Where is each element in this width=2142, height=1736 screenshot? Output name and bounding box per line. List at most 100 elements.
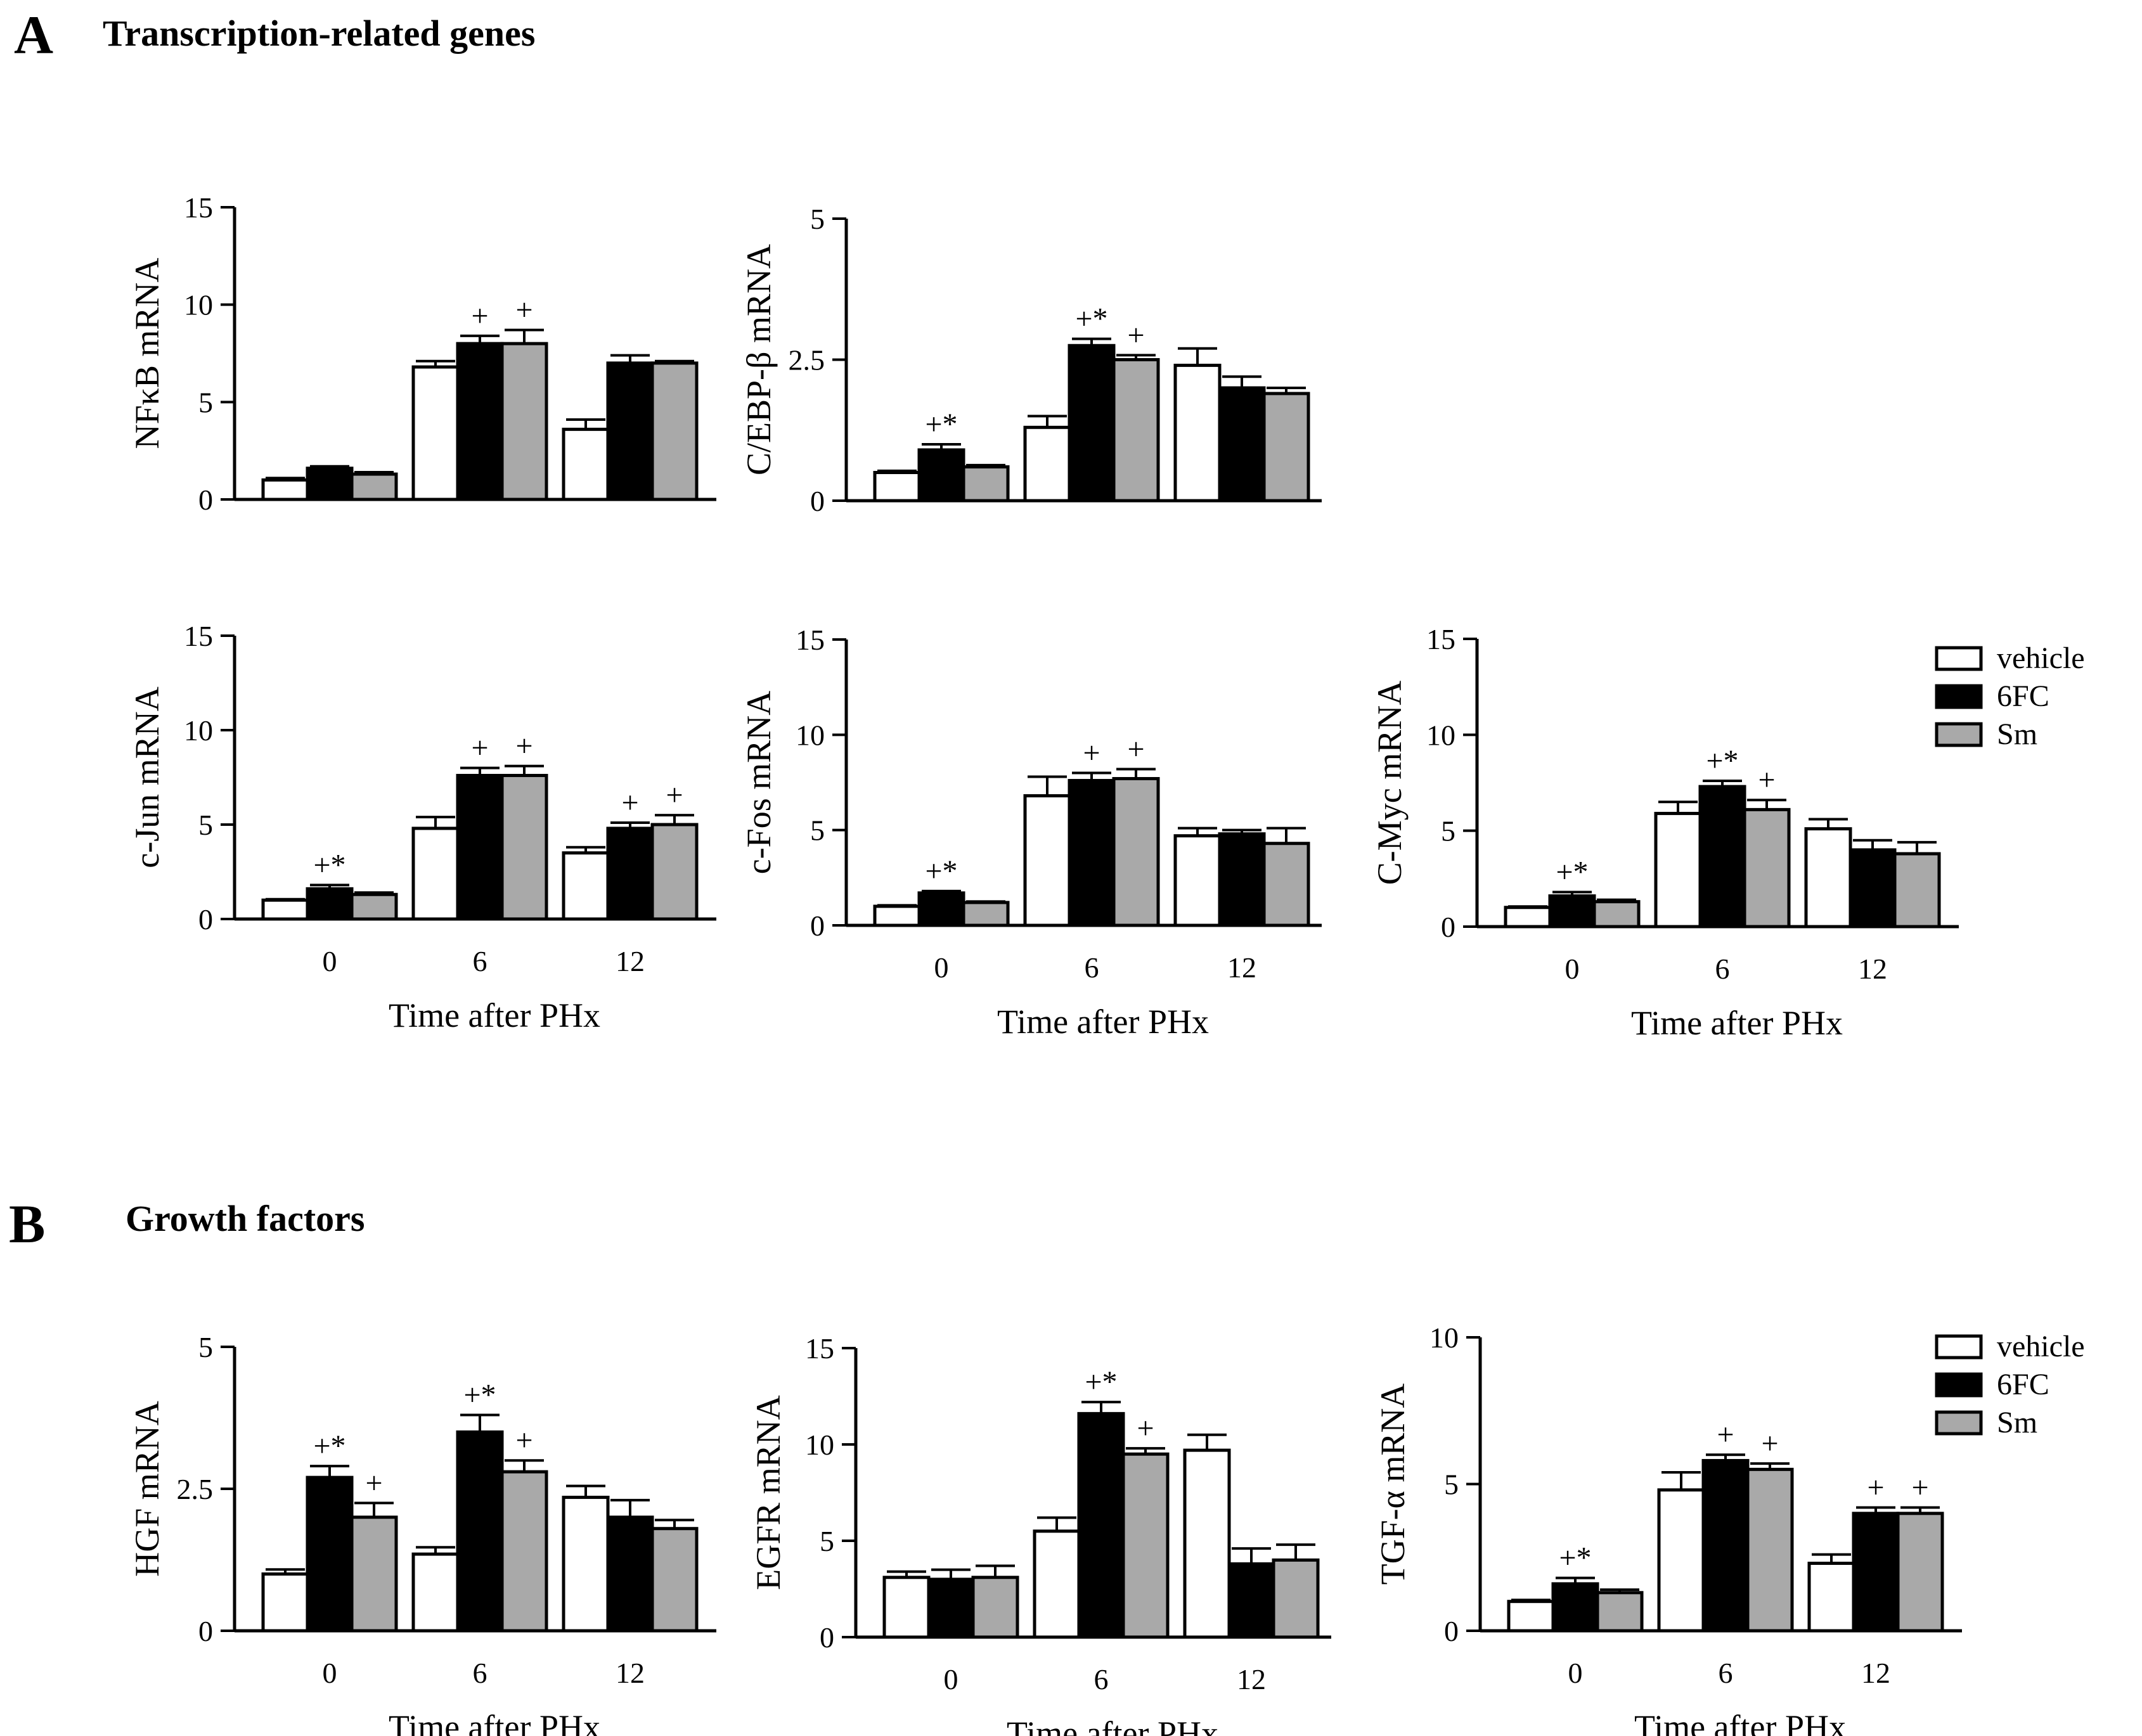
bar-vehicle-0 (261, 1572, 309, 1633)
chart-cjun: 0 5 10 15 c-Jun mRNA +* 0 + +6 + +12 Time after PHx (128, 620, 716, 1034)
x-tick-label: 0 (934, 951, 949, 984)
chart-hgf: 0 2.5 5 HGF mRNA +* +0 +* +6 12 Time after PHx (128, 1331, 716, 1736)
bar-6fc-0 (917, 891, 965, 927)
bar-vehicle-6 (1654, 811, 1702, 929)
bar-6fc-12 (1218, 832, 1266, 927)
y-tick-label: 10 (184, 714, 213, 747)
significance-mark: + (1911, 1471, 1928, 1505)
section-b-header: B Growth factors (9, 1193, 365, 1254)
bar-sm-6 (1746, 1467, 1794, 1633)
y-tick-label: 0 (198, 1615, 213, 1647)
legend-b-label-6fc: 6FC (1997, 1368, 2049, 1401)
bar-6fc-12 (606, 1515, 654, 1633)
bar-vehicle-6 (411, 365, 460, 501)
significance-mark: + (1758, 763, 1775, 797)
bar-6fc-12 (606, 361, 654, 501)
significance-mark: + (1867, 1471, 1884, 1505)
bar-sm-6 (1743, 807, 1791, 929)
x-axis-label: Time after PHx (1007, 1714, 1218, 1736)
bar-vehicle-6 (411, 826, 460, 921)
legend-a-swatch-vehicle (1935, 646, 1983, 671)
y-axis-label: c-Fos mRNA (740, 691, 778, 875)
y-tick-label: 15 (796, 624, 825, 656)
y-tick-label: 0 (820, 1621, 834, 1654)
significance-mark: + (515, 293, 532, 327)
section-a-header: A Transcription-related genes (14, 4, 536, 65)
significance-mark: +* (313, 848, 345, 882)
significance-mark: + (666, 778, 683, 812)
x-tick-label: 12 (616, 1657, 645, 1689)
bar-6fc-12 (1852, 1512, 1900, 1633)
bar-6fc-6 (1068, 778, 1116, 927)
bar-sm-0 (971, 1576, 1019, 1639)
x-tick-label: 12 (1237, 1663, 1266, 1695)
legend-a-label-6fc: 6FC (1997, 679, 2049, 713)
y-tick-label: 10 (796, 719, 825, 751)
y-axis-label: C-Myc mRNA (1371, 681, 1409, 885)
bar-6fc-0 (917, 448, 965, 503)
bar-sm-0 (350, 1515, 398, 1633)
y-tick-label: 0 (198, 484, 213, 516)
bar-6fc-12 (606, 826, 654, 921)
chart-nfkb: 0 5 10 15 NFκB mRNA + + (128, 191, 716, 516)
bar-vehicle-12 (562, 1495, 610, 1633)
legend-a-label-vehicle: vehicle (1997, 641, 2085, 675)
x-tick-label: 12 (1858, 953, 1887, 985)
bar-sm-6 (500, 1470, 548, 1633)
x-axis-label: Time after PHx (997, 1003, 1209, 1041)
chart-egfr: 0 5 10 15 EGFR mRNA 0 +* +6 12 Time after PHx (749, 1332, 1331, 1736)
y-tick-label: 5 (820, 1525, 834, 1557)
x-tick-label: 0 (944, 1663, 958, 1695)
legend-b-label-vehicle: vehicle (1997, 1330, 2085, 1363)
x-tick-label: 6 (473, 1657, 487, 1689)
bar-6fc-12 (1218, 386, 1266, 503)
bar-6fc-6 (1701, 1458, 1750, 1633)
y-tick-label: 0 (810, 485, 825, 517)
y-tick-label: 0 (810, 910, 825, 942)
significance-mark: + (1717, 1418, 1734, 1451)
legend-b-swatch-6fc (1935, 1372, 1983, 1398)
bar-sm-12 (650, 361, 699, 501)
significance-mark: + (471, 299, 488, 333)
bar-sm-6 (500, 342, 548, 501)
bar-vehicle-12 (1173, 363, 1222, 503)
bar-sm-6 (1112, 776, 1160, 927)
bar-vehicle-0 (261, 478, 309, 501)
y-tick-label: 10 (1429, 1321, 1459, 1354)
significance-mark: +* (925, 408, 957, 441)
significance-mark: + (515, 730, 532, 763)
bar-vehicle-0 (873, 904, 921, 927)
section-a-letter: A (14, 4, 53, 65)
bar-vehicle-12 (1807, 1562, 1855, 1633)
chart-panels: 0 5 10 15 NFκB mRNA + +0 2.5 5 C/EBP-β mRNA +* +* +0… (128, 191, 1962, 1736)
section-a-title: Transcription-related genes (103, 13, 536, 54)
bar-sm-12 (1262, 392, 1310, 503)
bar-6fc-6 (456, 774, 504, 921)
bar-sm-6 (500, 774, 548, 921)
bar-6fc-6 (1068, 344, 1116, 503)
y-tick-label: 2.5 (177, 1473, 214, 1505)
significance-mark: + (1127, 732, 1144, 766)
x-axis-label: Time after PHx (1631, 1004, 1843, 1042)
x-tick-label: 12 (616, 945, 645, 977)
y-tick-label: 15 (805, 1332, 834, 1365)
y-axis-label: TGF-α mRNA (1374, 1384, 1412, 1585)
chart-cfos: 0 5 10 15 c-Fos mRNA +* 0 + +6 12 Time after PHx (740, 624, 1322, 1041)
bar-sm-0 (1596, 1591, 1644, 1633)
chart-cmyc: 0 5 10 15 C-Myc mRNA +* 0 +* +6 12 Time after PHx (1371, 623, 1959, 1042)
y-tick-label: 5 (810, 814, 825, 847)
x-tick-label: 0 (323, 945, 337, 977)
x-tick-label: 6 (1719, 1657, 1733, 1689)
section-b-title: Growth factors (126, 1198, 365, 1239)
bar-vehicle-0 (882, 1576, 931, 1639)
bar-6fc-0 (1548, 894, 1596, 929)
bar-sm-0 (350, 472, 398, 501)
bar-sm-0 (1592, 900, 1641, 929)
significance-mark: +* (1075, 302, 1107, 336)
bar-6fc-0 (1551, 1582, 1599, 1633)
bar-6fc-0 (306, 887, 354, 921)
bar-6fc-0 (306, 466, 354, 501)
bar-vehicle-6 (1023, 425, 1071, 503)
x-tick-label: 6 (1715, 953, 1730, 985)
bar-vehicle-6 (1023, 794, 1071, 927)
